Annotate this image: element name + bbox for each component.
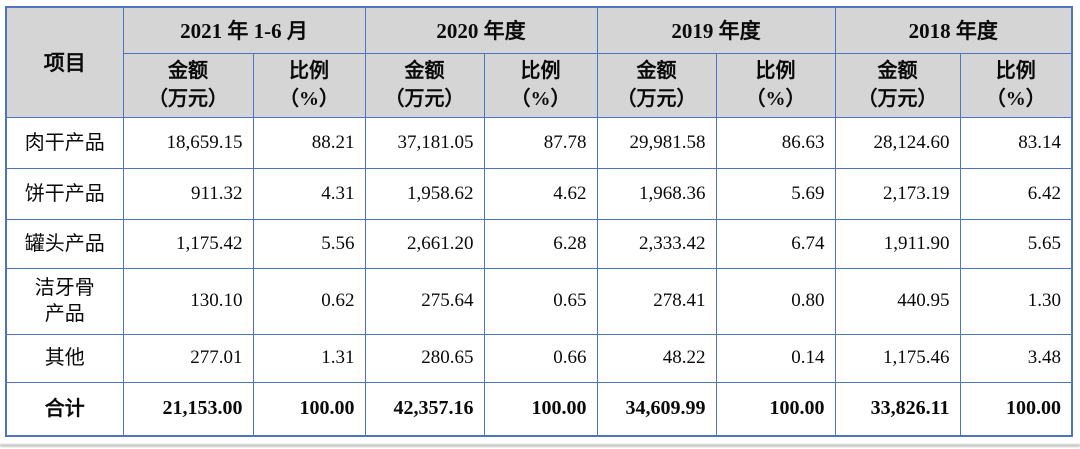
table-row-other: 其他 277.01 1.31 280.65 0.66 48.22 0.14 1,…: [5, 333, 1073, 383]
amount-cell: 2,333.42: [596, 218, 717, 269]
table-row-canned: 罐头产品 1,175.42 5.56 2,661.20 6.28 2,333.4…: [5, 218, 1073, 269]
amount-header-2020: 金额 （万元）: [364, 52, 485, 118]
ratio-header-2020: 比例 （%）: [483, 52, 598, 118]
ratio-cell: 1.30: [959, 267, 1073, 335]
row-label: 洁牙骨 产品: [5, 267, 124, 335]
amount-cell: 130.10: [122, 267, 254, 335]
amount-cell: 1,968.36: [596, 167, 717, 220]
row-label: 肉干产品: [5, 116, 124, 169]
amount-cell: 911.32: [122, 167, 254, 220]
amount-cell: 29,981.58: [596, 116, 717, 169]
period-header-2018: 2018 年度: [834, 6, 1073, 54]
table-container: 项目 2021 年 1-6 月 2020 年度 2019 年度 2018 年度 …: [5, 6, 1073, 437]
ratio-cell: 5.65: [959, 218, 1073, 269]
amount-cell: 277.01: [122, 333, 254, 383]
total-amount-cell: 33,826.11: [834, 381, 961, 437]
total-amount-cell: 21,153.00: [122, 381, 254, 437]
table-row-total: 合计 21,153.00 100.00 42,357.16 100.00 34,…: [5, 381, 1073, 437]
ratio-cell: 86.63: [715, 116, 836, 169]
row-label: 其他: [5, 333, 124, 383]
period-header-row: 项目 2021 年 1-6 月 2020 年度 2019 年度 2018 年度: [5, 6, 1073, 118]
total-amount-cell: 42,357.16: [364, 381, 485, 437]
amount-cell: 28,124.60: [834, 116, 961, 169]
table-row-biscuit: 饼干产品 911.32 4.31 1,958.62 4.62 1,968.36 …: [5, 167, 1073, 220]
ratio-cell: 5.56: [252, 218, 366, 269]
period-header-2020: 2020 年度: [364, 6, 598, 54]
item-column-header: 项目: [5, 6, 124, 118]
row-label: 罐头产品: [5, 218, 124, 269]
amount-cell: 280.65: [364, 333, 485, 383]
table-row-dental-bone: 洁牙骨 产品 130.10 0.62 275.64 0.65 278.41 0.…: [5, 267, 1073, 335]
ratio-cell: 5.69: [715, 167, 836, 220]
ratio-cell: 1.31: [252, 333, 366, 383]
total-amount-cell: 34,609.99: [596, 381, 717, 437]
bottom-shadow-line: [0, 444, 1080, 447]
amount-cell: 1,175.42: [122, 218, 254, 269]
ratio-cell: 6.42: [959, 167, 1073, 220]
ratio-cell: 6.28: [483, 218, 598, 269]
ratio-cell: 83.14: [959, 116, 1073, 169]
period-header-2019: 2019 年度: [596, 6, 836, 54]
revenue-by-product-table: 项目 2021 年 1-6 月 2020 年度 2019 年度 2018 年度 …: [5, 6, 1073, 437]
ratio-cell: 88.21: [252, 116, 366, 169]
row-label: 饼干产品: [5, 167, 124, 220]
total-ratio-cell: 100.00: [252, 381, 366, 437]
total-ratio-cell: 100.00: [959, 381, 1073, 437]
ratio-cell: 4.62: [483, 167, 598, 220]
ratio-header-2021h1: 比例 （%）: [252, 52, 366, 118]
amount-header-2021h1: 金额 （万元）: [122, 52, 254, 118]
ratio-cell: 0.80: [715, 267, 836, 335]
ratio-cell: 0.66: [483, 333, 598, 383]
amount-cell: 275.64: [364, 267, 485, 335]
ratio-header-2019: 比例 （%）: [715, 52, 836, 118]
amount-cell: 278.41: [596, 267, 717, 335]
total-ratio-cell: 100.00: [715, 381, 836, 437]
amount-cell: 2,661.20: [364, 218, 485, 269]
period-header-2021h1: 2021 年 1-6 月: [122, 6, 366, 54]
amount-header-2018: 金额 （万元）: [834, 52, 961, 118]
ratio-cell: 0.65: [483, 267, 598, 335]
total-ratio-cell: 100.00: [483, 381, 598, 437]
total-row-label: 合计: [5, 381, 124, 437]
amount-cell: 1,175.46: [834, 333, 961, 383]
ratio-cell: 4.31: [252, 167, 366, 220]
amount-cell: 440.95: [834, 267, 961, 335]
amount-header-2019: 金额 （万元）: [596, 52, 717, 118]
amount-cell: 18,659.15: [122, 116, 254, 169]
sub-header-row: 金额 （万元） 比例 （%） 金额 （万元） 比例 （%） 金额 （万元） 比例…: [6, 52, 1073, 118]
ratio-cell: 3.48: [959, 333, 1073, 383]
amount-cell: 1,958.62: [364, 167, 485, 220]
ratio-cell: 0.14: [715, 333, 836, 383]
ratio-cell: 0.62: [252, 267, 366, 335]
amount-cell: 48.22: [596, 333, 717, 383]
ratio-cell: 87.78: [483, 116, 598, 169]
table-row-meat-jerky: 肉干产品 18,659.15 88.21 37,181.05 87.78 29,…: [5, 116, 1073, 169]
amount-cell: 1,911.90: [834, 218, 961, 269]
amount-cell: 2,173.19: [834, 167, 961, 220]
ratio-header-2018: 比例 （%）: [959, 52, 1073, 118]
ratio-cell: 6.74: [715, 218, 836, 269]
amount-cell: 37,181.05: [364, 116, 485, 169]
